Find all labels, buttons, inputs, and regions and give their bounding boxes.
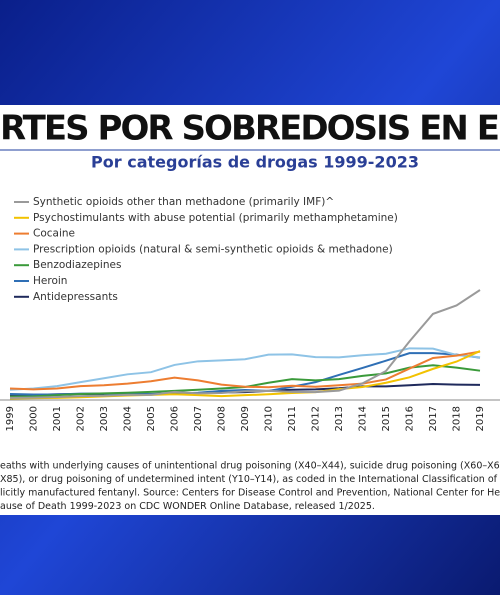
x-tick-label: 2006 <box>170 406 181 431</box>
x-tick-label: 2019 <box>475 406 486 431</box>
footnote: eaths with underlying causes of unintent… <box>0 461 500 472</box>
x-tick-label: 2002 <box>76 406 87 431</box>
x-tick-label: 2004 <box>123 406 134 431</box>
slide <box>0 105 500 515</box>
x-tick-label: 2005 <box>146 406 157 431</box>
series-line <box>9 350 481 400</box>
x-tick-label: 2016 <box>405 406 416 431</box>
series-line <box>9 350 481 391</box>
legend-label: Psychostimulants with abuse potential (p… <box>33 212 398 224</box>
x-tick-label: 2015 <box>381 406 392 431</box>
x-tick-label: 2011 <box>287 406 298 431</box>
x-tick-label: 2003 <box>99 406 110 431</box>
x-tick-label: 2008 <box>217 406 228 431</box>
footnote: licitly manufactured fentanyl. Source: C… <box>0 488 500 499</box>
x-tick-label: 2000 <box>29 406 40 431</box>
legend-label: Synthetic opioids other than methadone (… <box>33 196 334 208</box>
series-line <box>9 289 481 399</box>
legend-label: Prescription opioids (natural & semi-syn… <box>33 243 393 255</box>
legend-label: Benzodiazepines <box>33 259 121 271</box>
x-tick-label: 2010 <box>264 406 275 431</box>
x-tick-label: 2013 <box>334 406 345 431</box>
x-tick-label: 2009 <box>240 406 251 431</box>
x-tick-label: 1999 <box>5 406 16 431</box>
x-tick-label: 2001 <box>52 406 63 431</box>
legend-label: Cocaine <box>33 228 75 240</box>
footnote: X85), or drug poisoning of undetermined … <box>0 474 500 485</box>
subtitle: Por categorías de drogas 1999-2023 <box>91 153 419 172</box>
footnote: ause of Death 1999-2023 on CDC WONDER On… <box>0 501 375 512</box>
x-tick-label: 2012 <box>311 406 322 431</box>
x-tick-label: 2018 <box>452 406 463 431</box>
legend-label: Heroin <box>33 275 67 287</box>
x-tick-label: 2017 <box>428 406 439 431</box>
x-tick-label: 2014 <box>358 406 369 431</box>
x-tick-label: 2007 <box>193 406 204 431</box>
title: RTES POR SOBREDOSIS EN E <box>0 109 500 149</box>
legend-label: Antidepressants <box>33 291 118 303</box>
